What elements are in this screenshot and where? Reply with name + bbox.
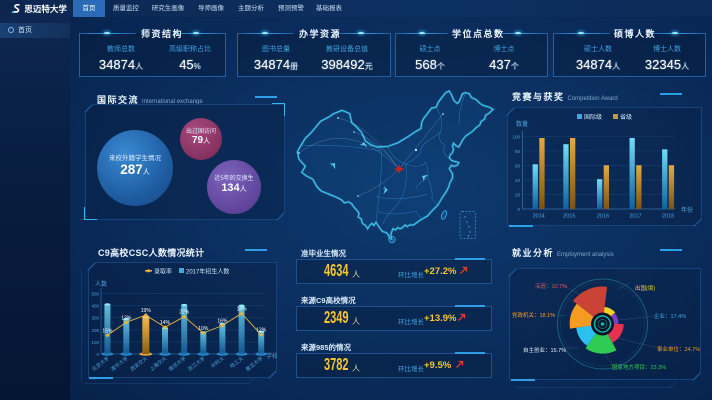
svg-text:15%: 15% [102, 328, 113, 334]
svg-text:500: 500 [91, 292, 99, 297]
svg-text:事业单位：24.7%: 事业单位：24.7% [657, 345, 700, 353]
svg-text:中科大: 中科大 [209, 355, 225, 370]
svg-text:10%: 10% [198, 326, 209, 332]
svg-text:14%: 14% [160, 320, 171, 326]
svg-text:自主创业：15.7%: 自主创业：15.7% [523, 346, 566, 354]
svg-text:企业：17.4%: 企业：17.4% [654, 312, 686, 320]
svg-text:100: 100 [512, 134, 520, 139]
svg-text:0: 0 [96, 352, 99, 357]
svg-text:100: 100 [91, 340, 99, 345]
svg-text:0: 0 [517, 207, 520, 212]
svg-text:2014: 2014 [532, 214, 544, 220]
svg-text:南京大学: 南京大学 [167, 355, 187, 373]
svg-text:西安交大: 西安交大 [129, 355, 149, 373]
svg-text:300: 300 [91, 316, 99, 321]
svg-text:浙江大学: 浙江大学 [186, 355, 206, 373]
svg-text:2017: 2017 [629, 214, 641, 220]
svg-text:省级: 省级 [620, 113, 632, 121]
svg-text:北京大学: 北京大学 [91, 355, 111, 373]
svg-text:出国(境): 出国(境) [635, 284, 655, 292]
svg-text:20: 20 [515, 193, 521, 198]
svg-text:19%: 19% [141, 308, 152, 314]
svg-text:哈工大: 哈工大 [229, 355, 245, 370]
svg-text:22%: 22% [179, 310, 190, 316]
svg-text:2018: 2018 [662, 214, 674, 220]
svg-text:2016: 2016 [597, 214, 609, 220]
svg-text:12%: 12% [256, 328, 267, 334]
svg-text:2017年招生人数: 2017年招生人数 [186, 268, 229, 276]
svg-text:200: 200 [91, 328, 99, 333]
svg-text:上海交大: 上海交大 [148, 355, 168, 373]
svg-text:党政机关：18.1%: 党政机关：18.1% [512, 311, 555, 319]
svg-text:人数: 人数 [95, 280, 107, 288]
svg-text:16%: 16% [217, 319, 228, 325]
svg-text:60: 60 [515, 163, 521, 168]
svg-text:国际级: 国际级 [584, 113, 602, 121]
svg-text:清华大学: 清华大学 [109, 355, 129, 373]
svg-text:录取率: 录取率 [154, 268, 172, 276]
svg-text:数量: 数量 [516, 120, 528, 128]
svg-text:深造：10.7%: 深造：10.7% [535, 282, 567, 290]
svg-text:国家地方项目：23.3%: 国家地方项目：23.3% [612, 363, 666, 371]
svg-text:12%: 12% [121, 315, 132, 321]
svg-text:2015: 2015 [563, 214, 575, 220]
svg-text:40: 40 [515, 178, 521, 183]
svg-text:80: 80 [515, 149, 521, 154]
svg-text:学校: 学校 [266, 352, 277, 360]
svg-text:400: 400 [91, 304, 99, 309]
svg-text:年份: 年份 [681, 206, 693, 214]
svg-text:复旦大学: 复旦大学 [244, 355, 264, 373]
svg-text:18%: 18% [237, 307, 248, 313]
